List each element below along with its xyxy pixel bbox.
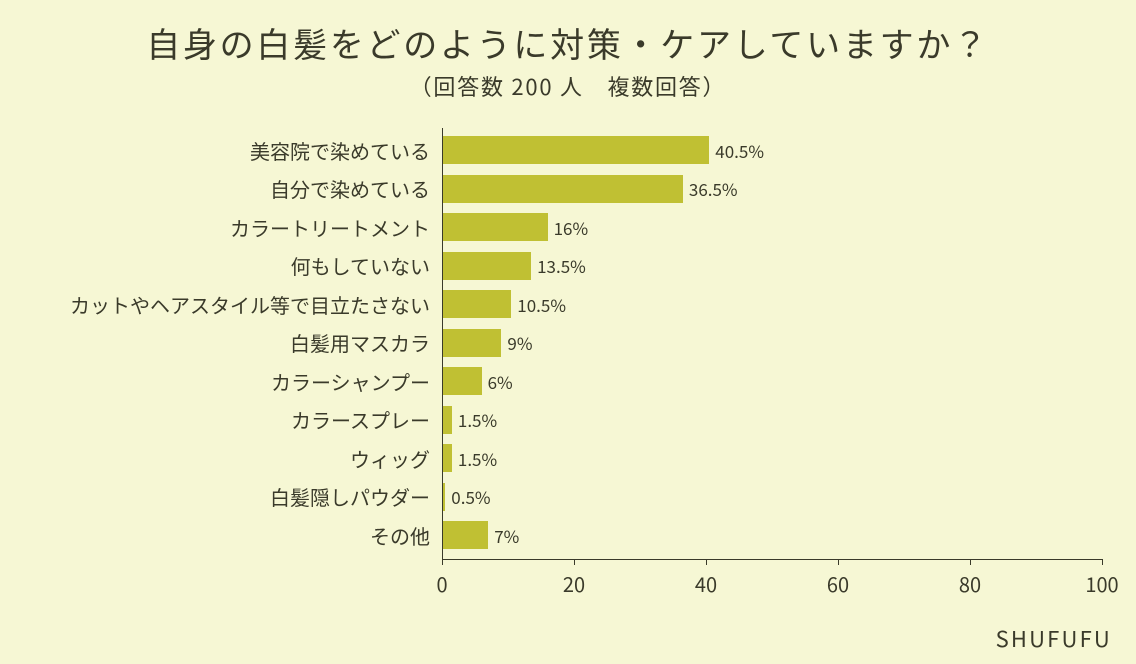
x-tick-mark (1102, 559, 1103, 565)
category-label: その他 (370, 521, 430, 550)
x-tick-label: 80 (959, 569, 981, 598)
value-label: 7% (494, 523, 519, 548)
bar (442, 444, 452, 472)
x-tick-mark (442, 559, 443, 565)
bar-row: 何もしていない13.5% (442, 252, 1102, 280)
x-tick-mark (970, 559, 971, 565)
bar (442, 367, 482, 395)
chart-title: 自身の白髪をどのように対策・ケアしていますか？ (0, 18, 1136, 67)
category-label: 白髪用マスカラ (290, 328, 430, 357)
bar (442, 521, 488, 549)
category-label: 何もしていない (291, 251, 430, 280)
category-label: 自分で染めている (270, 174, 430, 203)
x-tick-mark (574, 559, 575, 565)
chart-canvas: 自身の白髪をどのように対策・ケアしていますか？ （回答数 200 人 複数回答）… (0, 0, 1136, 664)
bar-row: カラートリートメント16% (442, 213, 1102, 241)
x-tick-mark (838, 559, 839, 565)
value-label: 36.5% (689, 176, 738, 201)
bar-row: カットやヘアスタイル等で目立たさない10.5% (442, 290, 1102, 318)
bar-row: ウィッグ1.5% (442, 444, 1102, 472)
value-label: 1.5% (458, 407, 497, 432)
watermark: SHUFUFU (996, 622, 1112, 654)
bar-row: 白髪隠しパウダー0.5% (442, 483, 1102, 511)
x-tick-label: 40 (695, 569, 717, 598)
bar-row: 美容院で染めている40.5% (442, 136, 1102, 164)
value-label: 13.5% (537, 253, 586, 278)
category-label: ウィッグ (350, 444, 430, 473)
value-label: 6% (488, 369, 513, 394)
value-label: 1.5% (458, 446, 497, 471)
value-label: 40.5% (715, 138, 764, 163)
category-label: カットやヘアスタイル等で目立たさない (70, 290, 430, 319)
x-axis-line (442, 559, 1102, 560)
bar (442, 406, 452, 434)
category-label: 美容院で染めている (250, 136, 430, 165)
value-label: 10.5% (517, 292, 566, 317)
bar-row: 自分で染めている36.5% (442, 175, 1102, 203)
x-tick-mark (706, 559, 707, 565)
value-label: 16% (554, 215, 589, 240)
y-axis-line (442, 128, 443, 559)
category-label: カラースプレー (291, 405, 430, 434)
bar-row: その他7% (442, 521, 1102, 549)
bar (442, 252, 531, 280)
x-tick-label: 100 (1085, 569, 1118, 598)
bar (442, 329, 501, 357)
bar (442, 175, 683, 203)
chart-subtitle: （回答数 200 人 複数回答） (0, 70, 1136, 102)
category-label: 白髪隠しパウダー (270, 482, 430, 511)
bar-row: カラースプレー1.5% (442, 406, 1102, 434)
x-tick-label: 20 (563, 569, 585, 598)
bar-row: 白髪用マスカラ9% (442, 329, 1102, 357)
plot-area: 美容院で染めている40.5% 自分で染めている36.5% カラートリートメント16%… (442, 128, 1102, 568)
category-label: カラートリートメント (230, 213, 430, 242)
value-label: 9% (507, 330, 532, 355)
bar (442, 290, 511, 318)
bar (442, 213, 548, 241)
x-tick-label: 0 (436, 569, 447, 598)
x-tick-label: 60 (827, 569, 849, 598)
bar-row: カラーシャンプー6% (442, 367, 1102, 395)
value-label: 0.5% (451, 484, 490, 509)
bar (442, 136, 709, 164)
category-label: カラーシャンプー (271, 367, 430, 396)
